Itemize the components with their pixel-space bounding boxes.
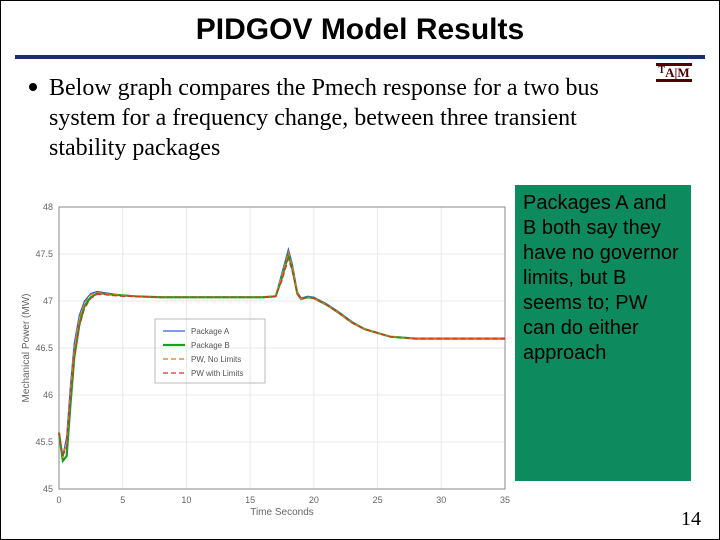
svg-text:47: 47 (43, 296, 53, 306)
svg-text:35: 35 (500, 495, 510, 505)
bullet-dot-icon (29, 83, 37, 91)
pmech-chart: 0 5 10 15 20 25 30 35 45 45.5 46 46.5 47 47.5 48 Time S… (15, 199, 515, 519)
tamu-logo: TA|M (653, 63, 695, 93)
svg-text:Package B: Package B (191, 341, 230, 350)
svg-text:Mechanical Power (MW): Mechanical Power (MW) (21, 294, 32, 403)
svg-text:45.5: 45.5 (35, 437, 53, 447)
slide-title: PIDGOV Model Results (1, 1, 719, 55)
page-number: 14 (681, 508, 701, 531)
svg-text:46.5: 46.5 (35, 343, 53, 353)
svg-text:20: 20 (309, 495, 319, 505)
chart-svg: 0 5 10 15 20 25 30 35 45 45.5 46 46.5 47 47.5 48 Time S… (15, 199, 515, 519)
svg-text:15: 15 (245, 495, 255, 505)
svg-text:Package A: Package A (191, 327, 230, 336)
svg-text:30: 30 (436, 495, 446, 505)
svg-text:Time Seconds: Time Seconds (250, 507, 314, 518)
svg-text:45: 45 (43, 484, 53, 494)
svg-text:46: 46 (43, 390, 53, 400)
svg-text:25: 25 (373, 495, 383, 505)
svg-text:5: 5 (120, 495, 125, 505)
bullet-item: Below graph compares the Pmech response … (1, 59, 719, 163)
svg-text:48: 48 (43, 202, 53, 212)
callout-box: Packages A and B both say they have no g… (515, 185, 691, 481)
svg-text:47.5: 47.5 (35, 249, 53, 259)
svg-text:PW with Limits: PW with Limits (191, 369, 243, 378)
svg-text:PW, No Limits: PW, No Limits (191, 355, 241, 364)
svg-text:10: 10 (181, 495, 191, 505)
svg-text:0: 0 (56, 495, 61, 505)
bullet-text: Below graph compares the Pmech response … (49, 73, 659, 163)
slide: PIDGOV Model Results TA|M Below graph co… (0, 0, 720, 540)
